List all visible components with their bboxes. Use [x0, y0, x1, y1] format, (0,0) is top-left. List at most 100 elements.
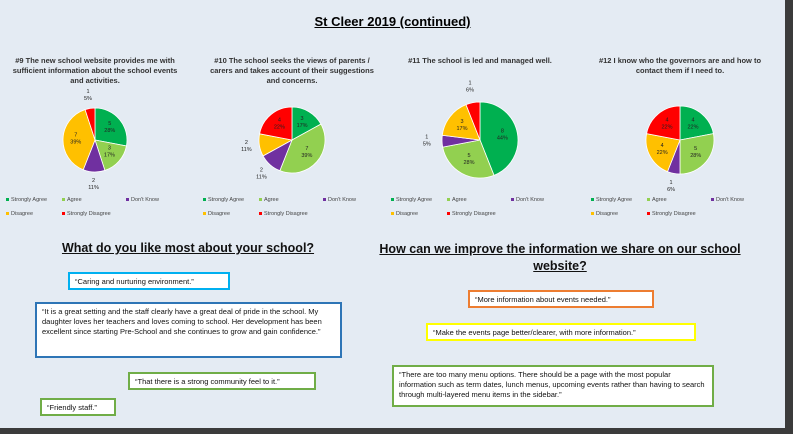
count-label: 5 [467, 153, 470, 159]
legend-swatch [62, 212, 65, 215]
quote: “More information about events needed.” [468, 290, 654, 308]
count-label: 8 [501, 129, 504, 135]
legend-swatch [591, 212, 594, 215]
left-question: What do you like most about your school? [61, 241, 315, 255]
legend-label: Strongly Disagree [452, 211, 496, 217]
legend-swatch [203, 198, 206, 201]
pie-slice [259, 106, 293, 141]
percent-label: 22% [661, 124, 672, 130]
percent-label: 11% [256, 175, 267, 181]
chart: #11 The school is led and managed well. 8… [385, 56, 575, 226]
count-label: 1 [469, 81, 472, 87]
percent-label: 39% [301, 153, 312, 159]
percent-label: 11% [88, 185, 99, 191]
quote: “Caring and nurturing environment.” [68, 272, 230, 290]
legend-label: Agree [264, 197, 279, 203]
percent-label: 28% [104, 128, 115, 134]
pie-slice [679, 133, 715, 175]
legend-swatch [391, 198, 394, 201]
count-label: 1 [425, 135, 428, 141]
legend-swatch [203, 212, 206, 215]
legend-label: Strongly Disagree [67, 211, 111, 217]
count-label: 4 [665, 117, 668, 123]
pie-chart: 528% 317% 211% 739% 15% Strongly Agree Agree Do… [6, 89, 159, 217]
quote: “There are too many menu options. There … [392, 365, 714, 407]
legend-label: Disagree [11, 211, 33, 217]
count-label: 5 [694, 146, 697, 152]
legend-swatch [591, 198, 594, 201]
legend-label: Don't Know [328, 197, 356, 203]
percent-label: 44% [497, 136, 508, 142]
legend-label: Strongly Disagree [652, 211, 696, 217]
legend-label: Strongly Disagree [264, 211, 308, 217]
slide: St Cleer 2019 (continued) What do you li… [0, 0, 785, 428]
legend-swatch [511, 198, 514, 201]
count-label: 1 [670, 180, 673, 186]
chart: #9 The new school website provides me wi… [0, 56, 190, 226]
percent-label: 28% [690, 153, 701, 159]
legend-swatch [6, 198, 9, 201]
legend-swatch [6, 212, 9, 215]
percent-label: 22% [657, 150, 668, 156]
pie-slice [679, 105, 714, 141]
legend-label: Agree [67, 197, 82, 203]
legend-swatch [647, 198, 650, 201]
count-label: 3 [108, 146, 111, 152]
count-label: 5 [108, 121, 111, 127]
pie-chart: 317%739%211%211%422%Strongly Agree Agree D… [203, 106, 356, 217]
count-label: 2 [245, 140, 248, 146]
legend-swatch [447, 198, 450, 201]
pie-chart: 844%528%15%317%16%Strongly Agree Agree Don… [391, 81, 544, 217]
heading: St Cleer 2019 (continued) [314, 14, 471, 29]
percent-label: 17% [297, 123, 308, 129]
quote: “It is a great setting and the staff cle… [35, 302, 342, 358]
pie-slice [479, 101, 519, 176]
pie-slice [94, 107, 128, 147]
percent-label: 6% [667, 187, 675, 193]
percent-label: 11% [241, 147, 252, 153]
count-label: 4 [661, 143, 664, 149]
legend-swatch [447, 212, 450, 215]
legend-swatch [323, 198, 326, 201]
pie-slice [646, 105, 681, 141]
count-label: 2 [92, 178, 95, 184]
legend-swatch [391, 212, 394, 215]
pie-slice [84, 107, 96, 141]
legend-swatch [62, 198, 65, 201]
percent-label: 22% [274, 125, 285, 131]
chart-title: #9 The new school website provides me wi… [12, 56, 178, 85]
quote: “Make the events page better/clearer, wi… [426, 323, 696, 341]
legend-label: Disagree [208, 211, 230, 217]
legend-label: Agree [452, 197, 467, 203]
legend-swatch [711, 198, 714, 201]
chart: #10 The school seeks the views of parent… [197, 56, 387, 226]
percent-label: 17% [456, 126, 467, 132]
legend-label: Disagree [396, 211, 418, 217]
percent-label: 39% [70, 139, 81, 145]
legend-label: Agree [652, 197, 667, 203]
percent-label: 6% [466, 88, 474, 94]
count-label: 7 [305, 146, 308, 152]
legend-label: Strongly Agree [208, 197, 244, 203]
chart-title: #12 I know who the governors are and how… [598, 56, 762, 75]
pie-slice [442, 139, 495, 179]
legend-label: Strongly Agree [11, 197, 47, 203]
count-label: 1 [86, 89, 89, 95]
legend-label: Don't Know [516, 197, 544, 203]
count-label: 3 [460, 119, 463, 125]
percent-label: 17% [104, 153, 115, 159]
pie-slice [465, 101, 481, 141]
percent-label: 28% [464, 160, 475, 166]
legend-label: Strongly Agree [396, 197, 432, 203]
chart-title: #11 The school is led and managed well. [408, 56, 552, 65]
percent-label: 5% [84, 96, 92, 102]
legend-swatch [126, 198, 129, 201]
legend-swatch [259, 198, 262, 201]
legend-swatch [259, 212, 262, 215]
pie-slice [645, 133, 681, 173]
chart-title: #10 The school seeks the views of parent… [210, 56, 374, 85]
percent-label: 5% [423, 142, 431, 148]
quote: “Friendly staff.” [40, 398, 116, 416]
quote: “That there is a strong community feel t… [128, 372, 316, 390]
